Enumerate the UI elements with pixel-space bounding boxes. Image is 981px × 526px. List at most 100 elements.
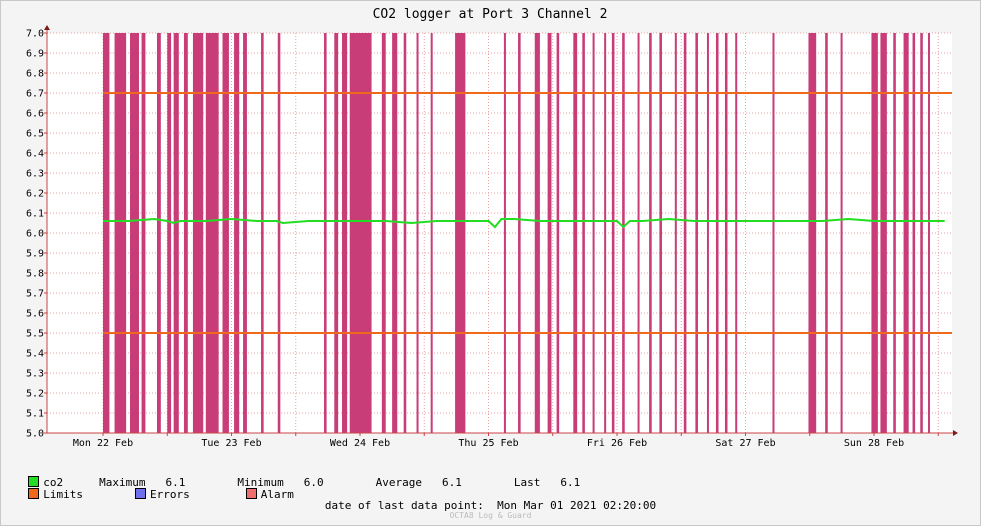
legend-average-label: Average <box>375 476 422 489</box>
alarm-bar <box>129 33 139 433</box>
alarm-bar <box>871 33 878 433</box>
alarm-bar <box>649 33 652 433</box>
alarm-bar <box>556 33 560 433</box>
alarm-bar <box>735 33 738 433</box>
y-tick-label: 6.4 <box>26 149 44 160</box>
x-tick-label: Sun 28 Feb <box>844 438 904 449</box>
limits-swatch <box>28 488 40 499</box>
alarm-bar <box>706 33 709 433</box>
y-tick-label: 5.2 <box>26 389 44 400</box>
series-co2-line <box>103 217 945 229</box>
legend-co2-label: co2 <box>43 476 64 489</box>
alarm-bar <box>582 33 585 433</box>
last-data-point: date of last data point: Mon Mar 01 2021… <box>0 499 981 512</box>
alarm-bar <box>381 33 386 433</box>
y-tick-label: 6.1 <box>26 209 44 220</box>
y-tick-label: 6.0 <box>26 229 44 240</box>
alarm-bar <box>659 33 662 433</box>
alarm-bar <box>261 33 264 433</box>
legend-alarm-label: Alarm <box>260 488 294 501</box>
alarm-bar <box>683 33 687 433</box>
alarm-swatch <box>245 488 257 499</box>
alarm-bar <box>611 33 615 433</box>
last-data-point-label: date of last data point: <box>324 499 484 512</box>
x-tick-label: Wed 24 Feb <box>330 438 390 449</box>
legend-minimum-label: Minimum <box>237 476 284 489</box>
y-tick-label: 5.5 <box>26 329 44 340</box>
y-tick-label: 7.0 <box>26 29 44 40</box>
alarm-bar <box>430 33 433 433</box>
alarm-bar <box>243 33 247 433</box>
x-tick-label: Thu 25 Feb <box>458 438 518 449</box>
alarm-bar <box>604 33 607 433</box>
legend-last-value: 6.1 <box>560 476 581 489</box>
y-tick-label: 5.3 <box>26 369 44 380</box>
alarm-bar <box>103 33 110 433</box>
alarm-bar <box>840 33 843 433</box>
y-tick-label: 5.6 <box>26 309 44 320</box>
y-tick-label: 5.9 <box>26 249 44 260</box>
alarm-bar <box>192 33 204 433</box>
legend-minimum-value: 6.0 <box>303 476 324 489</box>
alarm-bar <box>277 33 281 433</box>
alarm-bar <box>715 33 719 433</box>
alarm-bar <box>455 33 466 433</box>
alarm-bar <box>592 33 595 433</box>
alarm-bar <box>167 33 172 433</box>
alarm-bar <box>637 33 640 433</box>
alarm-bar <box>912 33 916 433</box>
y-tick-label: 6.3 <box>26 169 44 180</box>
y-tick-label: 5.7 <box>26 289 44 300</box>
alarm-bars <box>103 33 930 433</box>
y-tick-label: 5.4 <box>26 349 44 360</box>
x-axis-ticks: Mon 22 Feb Tue 23 Feb Wed 24 Feb Thu 25 Feb… <box>73 433 939 449</box>
alarm-bar <box>893 33 896 433</box>
errors-swatch <box>135 488 146 499</box>
limit-lines <box>103 92 952 334</box>
y-tick-label: 5.1 <box>26 409 44 420</box>
alarm-bar <box>342 33 348 433</box>
alarm-bar <box>880 33 887 433</box>
credit-watermark: OCTA8 Log & Guard <box>449 511 532 520</box>
alarm-bar <box>622 33 625 433</box>
alarm-bar <box>416 33 419 433</box>
x-tick-label: Sat 27 Feb <box>715 438 775 449</box>
alarm-bar <box>808 33 817 433</box>
x-tick-label: Mon 22 Feb <box>73 438 133 449</box>
alarm-bar <box>183 33 188 433</box>
chart-title: CO2 logger at Port 3 Channel 2 <box>373 7 608 22</box>
alarm-bar <box>222 33 229 433</box>
y-axis-ticks: 5.0 5.1 5.2 5.3 5.4 5.5 5.6 5.7 5.8 5.9 6.0 6.1 6.2 6… <box>26 29 47 440</box>
alarm-bar <box>825 33 828 433</box>
legend-maximum-value: 6.1 <box>165 476 186 489</box>
alarm-bar <box>674 33 677 433</box>
y-tick-label: 5.8 <box>26 269 44 280</box>
alarm-bar <box>534 33 540 433</box>
x-tick-label: Tue 23 Feb <box>201 438 261 449</box>
alarm-bar <box>324 33 327 433</box>
axes <box>44 25 958 436</box>
legend-row-status: Limits Errors Alarm <box>15 475 294 501</box>
alarm-bar <box>927 33 930 433</box>
alarm-bar <box>724 33 728 433</box>
alarm-bar <box>403 33 407 433</box>
alarm-bar <box>141 33 146 433</box>
alarm-bar <box>573 33 578 433</box>
alarm-bar <box>547 33 552 433</box>
co2-chart: CO2 logger at Port 3 Channel 2 5.0 5.1 5.2… <box>26 7 958 449</box>
alarm-bar <box>920 33 923 433</box>
legend-last-label: Last <box>513 476 541 489</box>
alarm-bar <box>114 33 127 433</box>
legend-maximum-label: Maximum <box>99 476 146 489</box>
alarm-bar <box>173 33 179 433</box>
legend-row-co2: co2 Maximum 6.1 Minimum 6.0 Average 6.1 Last 6.1 <box>15 463 580 489</box>
series-lines <box>103 217 945 229</box>
legend-average-value: 6.1 <box>441 476 462 489</box>
legend-limits-label: Limits <box>43 488 83 501</box>
y-axis-arrow <box>44 25 50 30</box>
x-tick-label: Fri 26 Feb <box>587 438 647 449</box>
y-tick-label: 6.5 <box>26 129 44 140</box>
alarm-bar <box>695 33 698 433</box>
alarm-bar <box>334 33 339 433</box>
last-data-point-value: Mon Mar 01 2021 02:20:00 <box>497 499 657 512</box>
